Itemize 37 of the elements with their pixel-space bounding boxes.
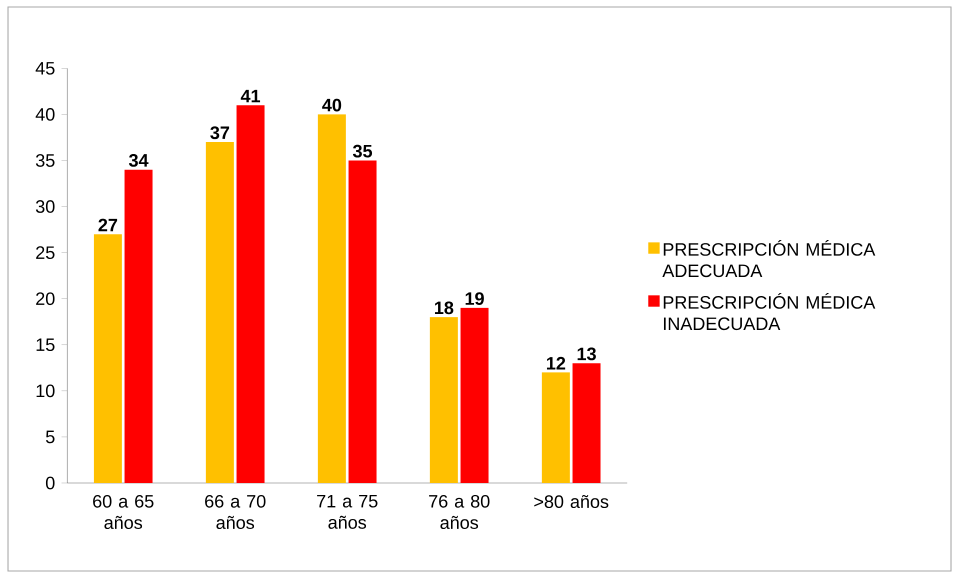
bar — [348, 160, 377, 483]
bar — [572, 363, 601, 483]
data-label: 34 — [128, 154, 148, 167]
data-label: 13 — [578, 348, 596, 360]
y-tick-label: 5 — [46, 430, 55, 444]
data-label: 19 — [466, 292, 484, 305]
y-tick-label: 45 — [36, 62, 55, 75]
y-tick-label: 30 — [36, 200, 55, 213]
data-label: 41 — [240, 90, 260, 102]
bar — [94, 234, 122, 483]
x-tick-label: 76 a 80 años — [429, 494, 490, 530]
y-tick-label: 0 — [46, 476, 55, 490]
bar — [206, 142, 234, 483]
y-tick-label: 10 — [36, 384, 55, 398]
x-tick-label: 60 a 65 años — [93, 494, 154, 530]
bar — [430, 317, 458, 483]
bar — [236, 105, 265, 483]
data-label: 37 — [210, 126, 230, 140]
bar — [124, 170, 153, 483]
x-tick-label: 71 a 75 años — [317, 494, 378, 529]
bar — [318, 114, 346, 483]
y-tick-label: 20 — [36, 292, 55, 306]
data-label: 12 — [546, 356, 566, 370]
legend-label: PRESCRIPCIÓN MÉDICA INADECUADA — [664, 292, 876, 330]
legend-label: PRESCRIPCIÓN MÉDICA ADECUADA — [662, 240, 876, 278]
data-label: 40 — [322, 98, 342, 112]
x-tick-label: 66 a 70 años — [205, 494, 266, 530]
bar — [460, 308, 489, 483]
y-tick-label: 15 — [36, 338, 55, 352]
data-label: 18 — [434, 301, 454, 314]
y-tick-label: 35 — [36, 154, 55, 167]
y-tick-label: 25 — [36, 246, 55, 259]
bar — [542, 372, 570, 483]
x-tick-label: >80 años — [534, 494, 608, 508]
data-label: 35 — [352, 144, 372, 158]
data-label: 27 — [98, 218, 118, 232]
y-tick-label: 40 — [36, 108, 55, 121]
